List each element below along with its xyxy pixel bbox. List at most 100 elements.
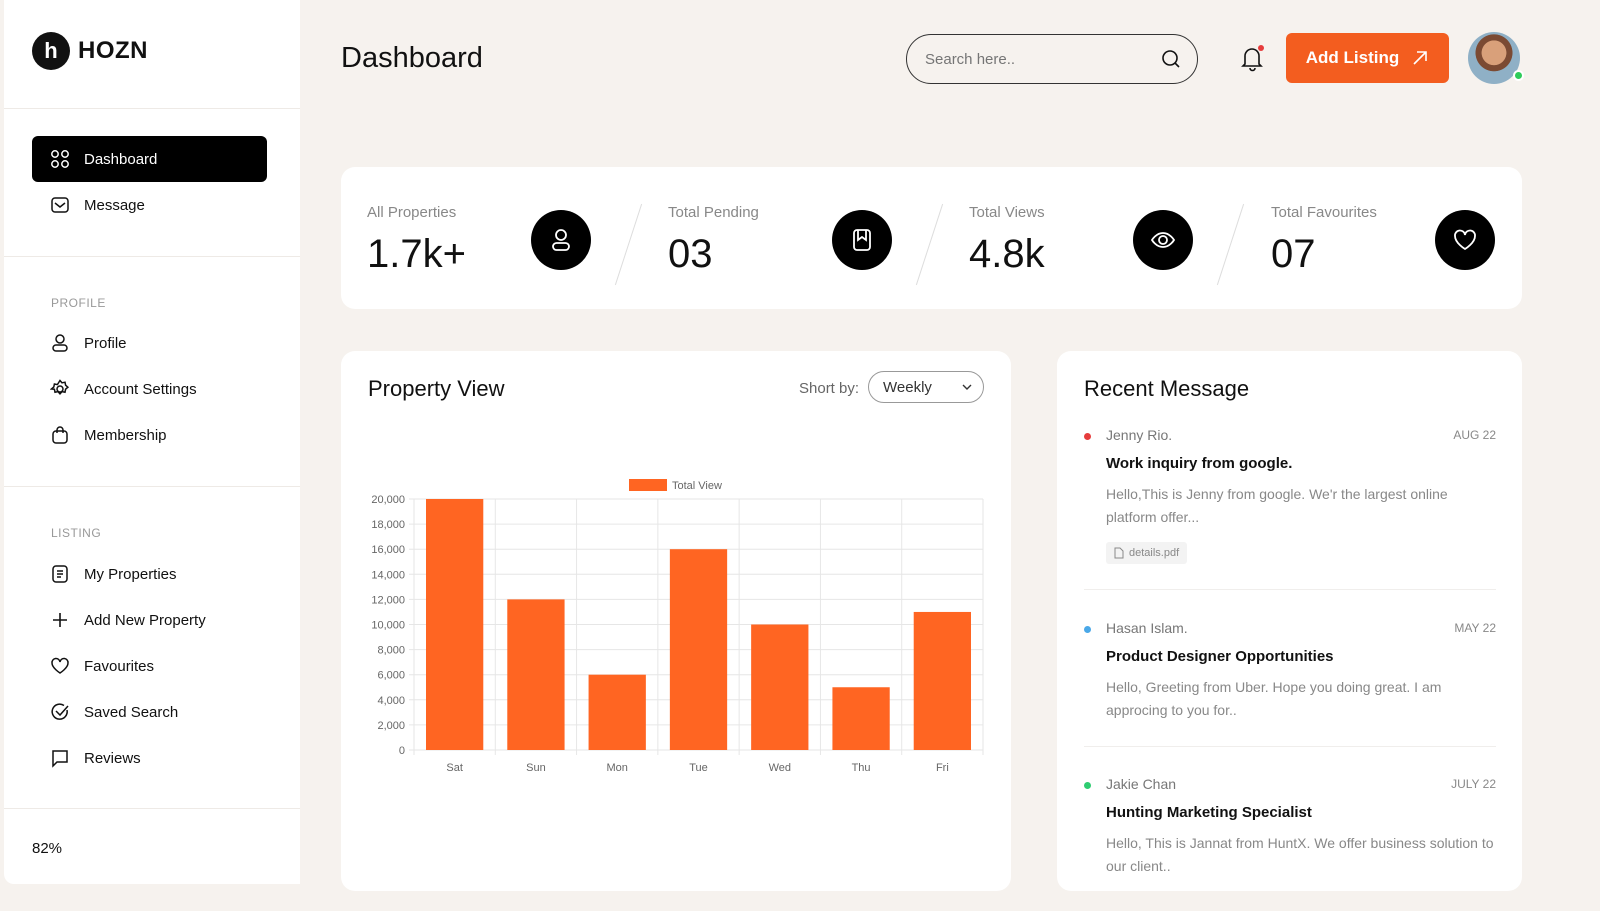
message-date: JULY 22	[1451, 777, 1496, 791]
sidebar-item-label: My Properties	[84, 565, 177, 583]
check-circle-icon	[51, 703, 69, 720]
search-input[interactable]	[925, 50, 1161, 68]
attachment-name: details.pdf	[1129, 547, 1180, 559]
sidebar-item-label: Message	[84, 196, 145, 214]
stat-total-pending: Total Pending 03	[642, 167, 937, 309]
plus-icon	[53, 613, 67, 627]
divider	[4, 486, 300, 487]
bar-chart: 0 2,000 4,000 6,000 8,000 10,000 12,000 14,000 1…	[371, 479, 984, 774]
sidebar-item-message[interactable]: Message	[32, 182, 267, 228]
message-subject: Hunting Marketing Specialist	[1106, 804, 1312, 821]
attachment[interactable]: details.pdf	[1106, 542, 1188, 564]
bar-thu	[832, 687, 890, 750]
sidebar-item-profile[interactable]: Profile	[32, 320, 267, 366]
stat-value: 07	[1271, 232, 1316, 276]
y-tick-label: 16,000	[371, 544, 405, 556]
stats-panel: All Properties 1.7k+ Total Pending 03 To…	[341, 167, 1522, 309]
section-title-profile: PROFILE	[51, 296, 106, 310]
arrow-up-right-icon	[1413, 51, 1428, 65]
sort-label: Short by:	[799, 380, 860, 397]
x-tick-label: Mon	[607, 762, 628, 774]
chevron-down-icon	[962, 384, 972, 390]
sidebar: h HOZN Dashboard Message PROFILE Profile…	[4, 0, 300, 884]
logo[interactable]: h HOZN	[32, 32, 148, 70]
sidebar-item-account-settings[interactable]: Account Settings	[32, 366, 267, 412]
logo-mark-icon: h	[32, 32, 70, 70]
stat-value: 4.8k	[969, 232, 1045, 276]
message-date: MAY 22	[1454, 621, 1496, 635]
y-tick-label: 20,000	[371, 494, 405, 506]
online-status-indicator	[1513, 70, 1524, 81]
sort-value: Weekly	[883, 378, 932, 396]
sender-name: Jakie Chan	[1106, 776, 1177, 792]
y-tick-label: 10,000	[371, 620, 405, 632]
sidebar-item-label: Profile	[84, 334, 127, 352]
add-listing-button[interactable]: Add Listing	[1286, 33, 1449, 83]
sidebar-item-saved-search[interactable]: Saved Search	[32, 689, 267, 735]
message-subject: Product Designer Opportunities	[1106, 648, 1334, 665]
search-icon[interactable]	[1161, 49, 1181, 69]
sidebar-item-reviews[interactable]: Reviews	[32, 735, 267, 781]
avatar[interactable]	[1468, 32, 1520, 84]
page-title: Dashboard	[341, 42, 483, 74]
x-tick-label: Sun	[526, 762, 546, 774]
y-tick-label: 12,000	[371, 594, 405, 606]
section-title-listing: LISTING	[51, 526, 102, 540]
sidebar-item-dashboard[interactable]: Dashboard	[32, 136, 267, 182]
gear-icon	[50, 379, 70, 396]
bag-icon	[52, 426, 68, 444]
divider	[4, 256, 300, 257]
y-tick-label: 18,000	[371, 519, 405, 531]
user-icon	[52, 334, 68, 352]
message-preview: Hello,This is Jenny from google. We'r th…	[1106, 486, 1448, 525]
sidebar-item-label: Favourites	[84, 657, 155, 675]
sidebar-item-favourites[interactable]: Favourites	[32, 643, 267, 689]
y-tick-label: 14,000	[371, 569, 405, 581]
add-listing-label: Add Listing	[1305, 48, 1400, 67]
message-subject: Work inquiry from google.	[1106, 455, 1293, 472]
sidebar-item-label: Dashboard	[84, 150, 158, 168]
sidebar-item-label: Account Settings	[84, 380, 197, 398]
x-tick-label: Fri	[936, 762, 949, 774]
x-tick-label: Thu	[852, 762, 871, 774]
message-preview: Hello, Greeting from Uber. Hope you doin…	[1106, 679, 1442, 718]
divider	[4, 808, 300, 809]
sidebar-item-label: Reviews	[84, 749, 141, 767]
x-tick-label: Wed	[769, 762, 791, 774]
sidebar-item-membership[interactable]: Membership	[32, 412, 267, 458]
sender-name: Jenny Rio.	[1106, 427, 1173, 443]
sidebar-item-add-new-property[interactable]: Add New Property	[32, 597, 267, 643]
y-tick-label: 6,000	[377, 670, 405, 682]
sort-select[interactable]: Weekly	[868, 371, 984, 403]
legend-label: Total View	[672, 480, 722, 492]
search-box[interactable]	[906, 34, 1198, 84]
stat-label: Total Views	[969, 204, 1045, 221]
status-dot	[1084, 782, 1091, 789]
legend-swatch	[629, 479, 667, 491]
brand-name: HOZN	[78, 37, 148, 64]
divider	[1084, 589, 1496, 590]
stat-label: All Properties	[367, 204, 457, 221]
file-icon	[1114, 547, 1124, 559]
bar-wed	[751, 624, 809, 750]
mail-icon	[51, 197, 69, 213]
stat-all-properties: All Properties 1.7k+	[341, 167, 636, 309]
bar-sun	[507, 599, 565, 750]
bell-icon[interactable]	[1240, 44, 1266, 72]
message-date: AUG 22	[1453, 428, 1496, 442]
bar-sat	[426, 499, 484, 750]
recent-message-card: Recent Message Jenny Rio. AUG 22 Work in…	[1057, 351, 1522, 891]
comment-icon	[52, 750, 68, 768]
bar-mon	[588, 674, 646, 750]
stat-label: Total Pending	[668, 204, 759, 221]
bar-fri	[913, 611, 971, 750]
sidebar-item-my-properties[interactable]: My Properties	[32, 551, 267, 597]
user-icon	[531, 210, 591, 270]
stat-total-favourites: Total Favourites 07	[1245, 167, 1540, 309]
heart-icon	[1435, 210, 1495, 270]
y-tick-label: 4,000	[377, 695, 405, 707]
divider	[4, 108, 300, 109]
sender-name: Hasan Islam.	[1106, 620, 1188, 636]
heart-icon	[51, 657, 69, 674]
stat-value: 1.7k+	[367, 232, 466, 276]
